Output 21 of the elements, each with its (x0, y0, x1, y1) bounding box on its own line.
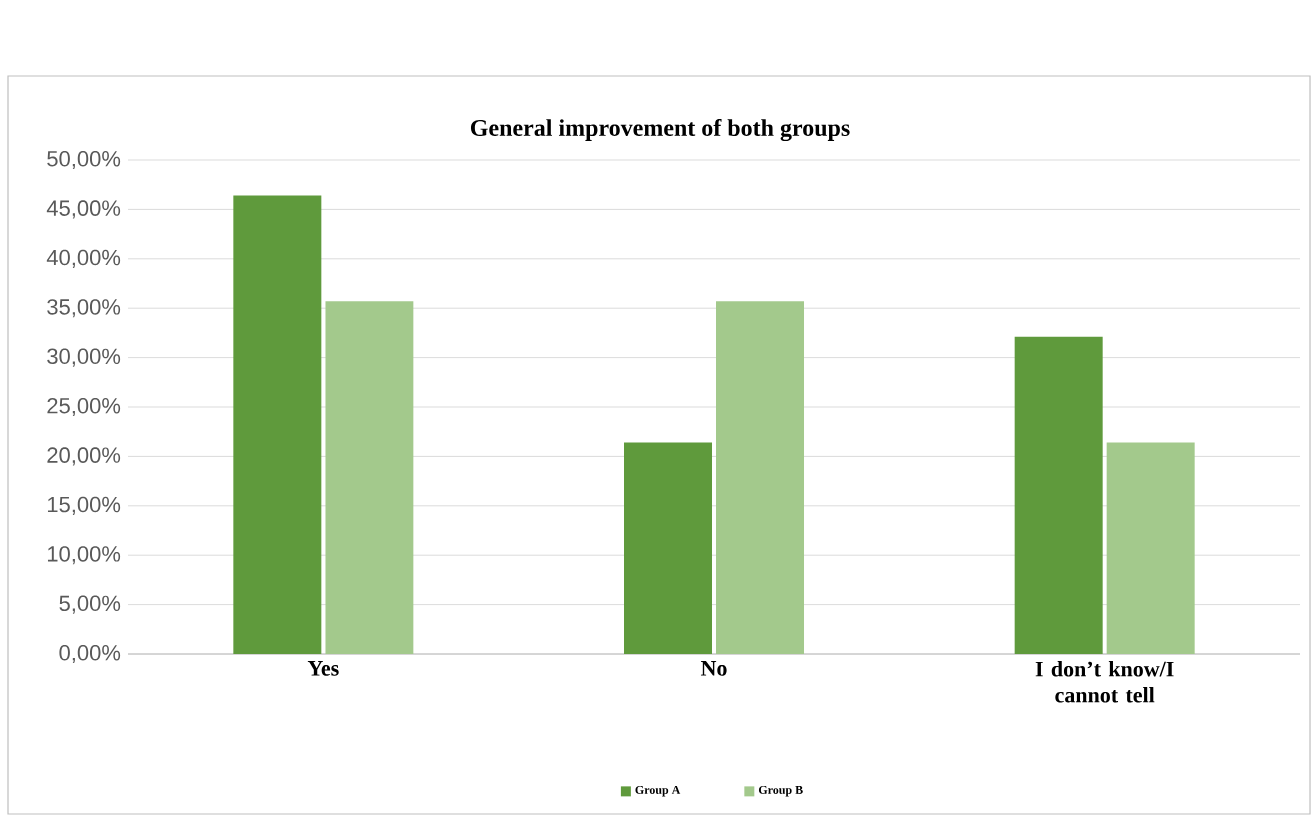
bar (325, 301, 414, 654)
y-tick-label: 5,00% (59, 595, 121, 614)
x-tick-label: I don’t know/I cannot tell (1035, 661, 1174, 703)
x-tick-label: Yes (307, 661, 339, 676)
y-tick-label: 35,00% (47, 299, 121, 318)
y-tick-label: 45,00% (46, 200, 121, 219)
y-tick-label: 15,00% (47, 496, 121, 515)
x-tick-label: No (700, 661, 727, 676)
bar (624, 442, 713, 654)
y-tick-label: 40,00% (46, 249, 121, 268)
bar (1106, 442, 1195, 654)
bar (233, 195, 322, 654)
y-tick-label: 25,00% (47, 397, 121, 417)
bar (716, 301, 805, 654)
y-tick-label: 20,00% (47, 447, 121, 466)
y-tick-label: 50,00% (47, 150, 121, 170)
y-tick-label: 0,00% (59, 644, 121, 664)
y-tick-label: 30,00% (47, 348, 121, 367)
bar (1014, 336, 1103, 654)
y-tick-label: 10,00% (47, 546, 121, 565)
chart-title: General improvement of both groups (470, 118, 850, 142)
